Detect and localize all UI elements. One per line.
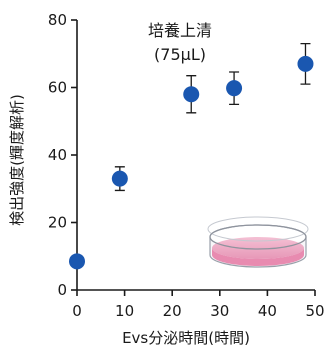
x-ticks: 0 10 20 30 40 50 [72, 290, 325, 320]
x-axis-title: Evs分泌時間(時間) [122, 329, 250, 347]
x-tick-label: 20 [163, 302, 182, 320]
y-tick-label: 40 [48, 146, 67, 164]
data-point [69, 253, 85, 270]
petri-dish-icon [207, 216, 309, 268]
x-tick-label: 10 [115, 302, 134, 320]
y-tick-label: 0 [57, 281, 67, 299]
data-point [183, 86, 200, 103]
error-bars [114, 42, 311, 192]
y-tick-label: 60 [48, 79, 67, 97]
x-tick-label: 30 [210, 302, 229, 320]
y-ticks: 0 20 40 60 80 [48, 11, 77, 299]
y-tick-label: 80 [48, 11, 67, 29]
x-tick-label: 50 [305, 302, 324, 320]
data-point [226, 80, 243, 97]
annotation-line-1: 培養上清 [148, 21, 212, 40]
annotation-line-2: (75μL) [154, 45, 206, 64]
y-axis-title: 検出強度(輝度解析) [8, 94, 26, 226]
data-points [69, 55, 314, 270]
x-tick-label: 40 [258, 302, 277, 320]
data-point [297, 55, 314, 72]
x-tick-label: 0 [72, 302, 82, 320]
data-point [111, 170, 128, 187]
y-tick-label: 20 [48, 214, 67, 232]
